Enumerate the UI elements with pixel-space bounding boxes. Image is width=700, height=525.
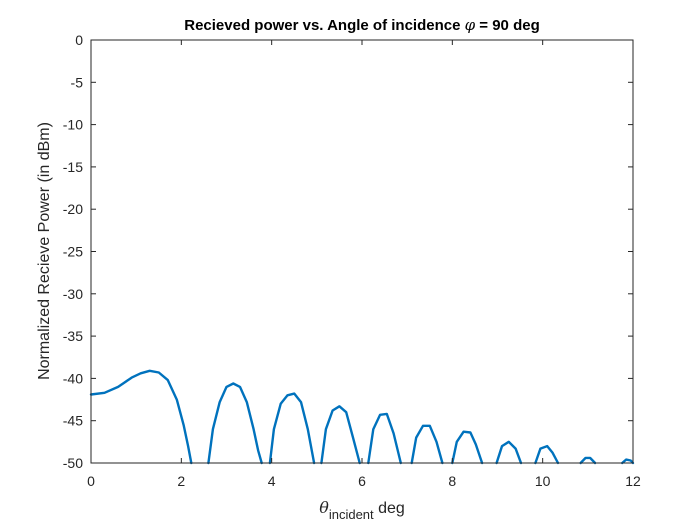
series-lobe-2 bbox=[207, 382, 263, 465]
series-lobe-11 bbox=[621, 458, 635, 465]
plot-area bbox=[91, 40, 633, 463]
series-lobe-7 bbox=[451, 430, 484, 465]
x-axis-label-subscript: incident bbox=[329, 507, 374, 522]
y-tick-label-2: -10 bbox=[63, 117, 83, 133]
x-tick-label-2: 4 bbox=[268, 473, 276, 489]
y-tick-label-8: -40 bbox=[63, 370, 83, 386]
y-axis-label: Normalized Recieve Power (in dBm) bbox=[36, 122, 53, 380]
x-tick-label-0: 0 bbox=[87, 473, 95, 489]
series-lobe-8 bbox=[495, 440, 523, 465]
y-tick-label-3: -15 bbox=[63, 159, 83, 175]
x-tick-label-3: 6 bbox=[358, 473, 366, 489]
x-tick-label-5: 10 bbox=[535, 473, 551, 489]
x-tick-label-1: 2 bbox=[177, 473, 185, 489]
data-lines bbox=[89, 369, 635, 465]
series-lobe-10 bbox=[579, 456, 597, 465]
y-tick-label-9: -45 bbox=[63, 413, 83, 429]
x-axis: 0 2 4 6 8 10 12 bbox=[87, 40, 641, 489]
series-lobe-4 bbox=[320, 405, 361, 465]
y-axis: 0 -5 -10 -15 -20 -25 -30 -35 -40 -45 -50 bbox=[63, 32, 633, 471]
x-axis-label-unit: deg bbox=[374, 500, 405, 517]
chart-title-tail: = 90 deg bbox=[475, 17, 540, 34]
y-tick-label-0: 0 bbox=[75, 32, 83, 48]
x-tick-label-6: 12 bbox=[625, 473, 641, 489]
x-axis-label-symbol: θ bbox=[319, 498, 329, 517]
series-lobe-6 bbox=[410, 424, 444, 465]
y-tick-label-7: -35 bbox=[63, 328, 83, 344]
y-tick-label-6: -30 bbox=[63, 286, 83, 302]
chart-title: Recieved power vs. Angle of incidence φ … bbox=[184, 16, 540, 34]
x-tick-label-4: 8 bbox=[448, 473, 456, 489]
series-lobe-1 bbox=[89, 369, 193, 465]
chart-title-symbol: φ bbox=[465, 16, 476, 34]
y-tick-label-1: -5 bbox=[71, 74, 84, 90]
series-lobe-5 bbox=[367, 412, 402, 465]
series-lobe-3 bbox=[268, 392, 316, 465]
axes-background bbox=[91, 40, 633, 463]
chart-title-main: Recieved power vs. Angle of incidence bbox=[184, 17, 464, 34]
x-axis-label: θincident deg bbox=[319, 498, 405, 522]
y-tick-label-10: -50 bbox=[63, 455, 83, 471]
series-lobe-9 bbox=[534, 444, 560, 465]
y-tick-label-5: -25 bbox=[63, 244, 83, 260]
y-tick-label-4: -20 bbox=[63, 201, 83, 217]
